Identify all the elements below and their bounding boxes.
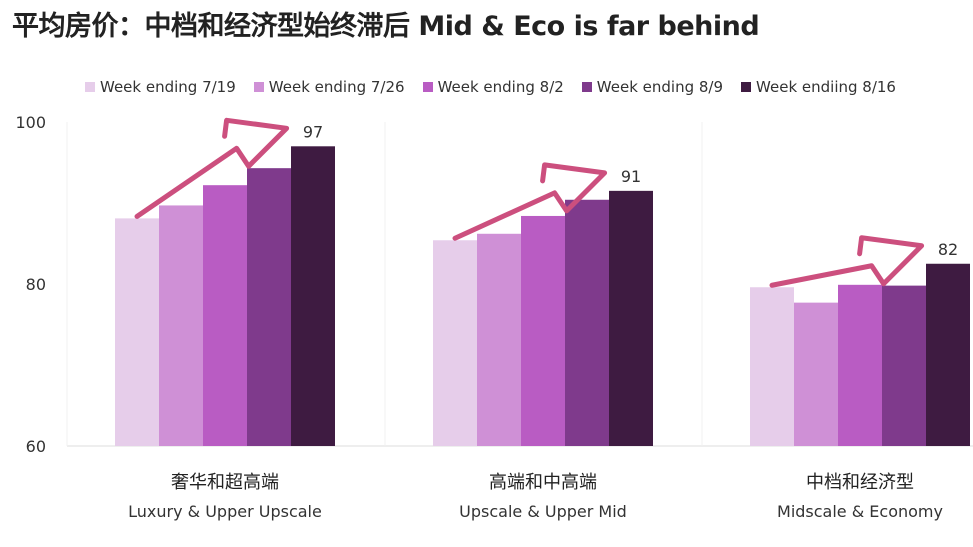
category-label-en: Upscale & Upper Mid	[459, 502, 627, 521]
legend: Week ending 7/19 Week ending 7/26 Week end…	[85, 78, 896, 96]
bar	[115, 218, 159, 446]
trend-arrow-annotation	[452, 162, 608, 241]
bar	[838, 284, 882, 446]
y-tick-label: 80	[26, 275, 46, 294]
bar	[291, 146, 335, 447]
category-label-en: Midscale & Economy	[777, 502, 943, 521]
bar	[926, 263, 970, 446]
legend-swatch	[581, 82, 592, 92]
y-tick-label: 60	[26, 437, 46, 456]
bar	[750, 287, 794, 446]
trend-arrow-annotation	[769, 235, 925, 288]
data-label: 97	[303, 122, 323, 141]
legend-item: Week ending 7/26	[253, 78, 405, 96]
legend-item: Week ending 7/19	[85, 78, 236, 96]
data-label: 82	[938, 240, 958, 259]
bar	[433, 240, 477, 446]
legend-label: Week ending 7/19	[100, 78, 236, 96]
bar	[477, 233, 521, 446]
legend-swatch	[741, 82, 752, 92]
category-label: 高端和中高端 Upscale & Upper Mid	[393, 468, 693, 521]
bar	[609, 190, 653, 446]
data-label: 91	[621, 167, 641, 186]
legend-item: Week ending 8/9	[581, 78, 724, 96]
category-label: 中档和经济型 Midscale & Economy	[710, 468, 973, 521]
trend-arrow-annotation	[134, 117, 290, 219]
category-label-zh: 中档和经济型	[806, 472, 914, 493]
bar	[203, 185, 247, 446]
category-label-zh: 高端和中高端	[489, 472, 597, 493]
bar	[159, 205, 203, 446]
legend-label: Week ending 8/2	[437, 78, 564, 96]
y-tick-label: 100	[15, 113, 46, 132]
category-label-zh: 奢华和超高端	[171, 472, 279, 493]
legend-item: Week endiing 8/16	[741, 78, 896, 96]
legend-label: Week ending 8/9	[596, 78, 724, 96]
category-label: 奢华和超高端 Luxury & Upper Upscale	[75, 468, 375, 521]
legend-swatch	[85, 82, 95, 92]
bar	[794, 302, 838, 446]
bar	[521, 215, 565, 446]
bar	[565, 199, 609, 446]
chart-title: 平均房价：中档和经济型始终滞后 Mid & Eco is far behind	[12, 11, 760, 42]
bar	[247, 168, 291, 447]
legend-label: Week endiing 8/16	[756, 78, 896, 96]
bar	[882, 285, 926, 446]
category-label-en: Luxury & Upper Upscale	[128, 502, 322, 521]
legend-label: Week ending 7/26	[268, 78, 405, 96]
legend-swatch	[253, 82, 264, 92]
legend-swatch	[422, 82, 433, 92]
legend-item: Week ending 8/2	[422, 78, 564, 96]
